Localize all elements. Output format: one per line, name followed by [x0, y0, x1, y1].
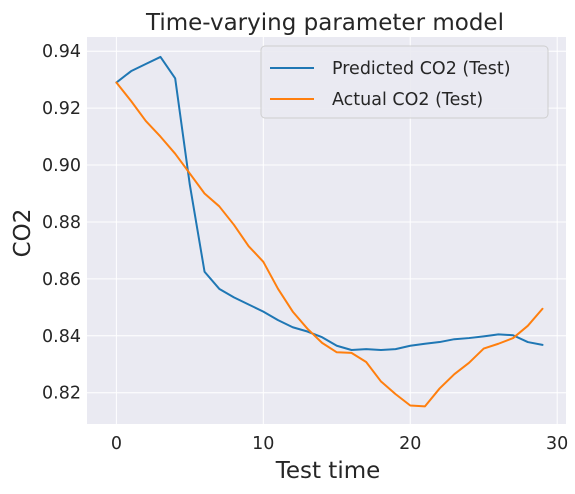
- y-tick-label: 0.88: [42, 213, 81, 233]
- y-tick-label: 0.84: [42, 327, 81, 347]
- series-line-predicted: [115, 55, 544, 352]
- x-tick-label: 10: [252, 434, 274, 454]
- y-axis-label: CO2: [10, 209, 36, 258]
- x-tick-label: 30: [546, 434, 568, 454]
- series-line-actual: [115, 81, 544, 408]
- series-lines: [115, 55, 544, 408]
- legend-box: [260, 45, 549, 119]
- x-tick-label: 0: [111, 434, 122, 454]
- legend: Predicted CO2 (Test) Actual CO2 (Test): [260, 45, 549, 119]
- legend-label-predicted: Predicted CO2 (Test): [332, 59, 511, 79]
- y-tick-label: 0.86: [42, 270, 81, 290]
- y-tick-label: 0.82: [42, 384, 81, 404]
- y-tick-label: 0.92: [42, 99, 81, 119]
- x-axis-label: Test time: [275, 458, 381, 484]
- x-tick-label: 20: [399, 434, 421, 454]
- y-tick-label: 0.94: [42, 42, 81, 62]
- y-tick-label: 0.90: [42, 156, 81, 176]
- legend-label-actual: Actual CO2 (Test): [332, 90, 483, 110]
- chart-title: Time-varying parameter model: [145, 10, 504, 36]
- tick-labels: 0 10 20 30 0.82 0.84 0.86 0.88 0.90 0.92 0.94: [42, 42, 568, 454]
